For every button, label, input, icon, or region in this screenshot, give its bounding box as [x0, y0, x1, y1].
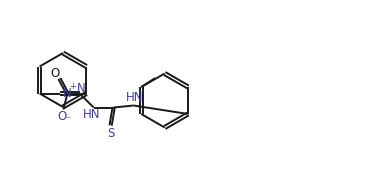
Text: O: O — [51, 67, 60, 80]
Text: HN: HN — [83, 108, 101, 121]
Text: N: N — [77, 82, 86, 95]
Text: HN: HN — [126, 91, 143, 104]
Text: +: + — [69, 82, 76, 91]
Text: O: O — [58, 110, 67, 123]
Text: ⁻: ⁻ — [66, 115, 71, 125]
Text: S: S — [107, 127, 114, 140]
Text: N: N — [63, 87, 72, 100]
